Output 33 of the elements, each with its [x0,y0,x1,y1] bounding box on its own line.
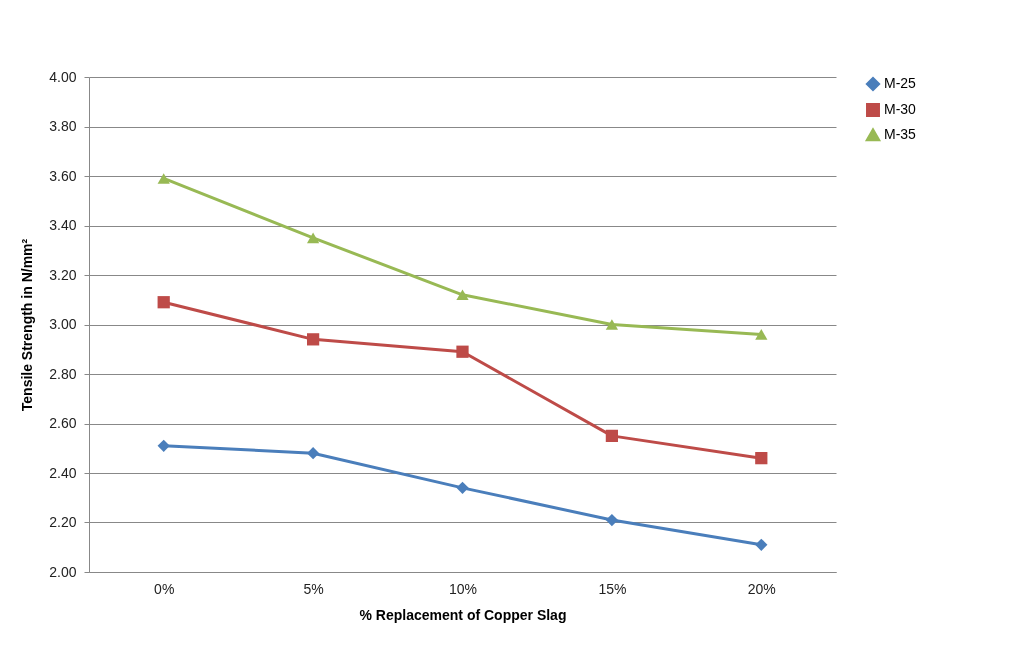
y-axis-title: Tensile Strength in N/mm² [19,238,36,412]
legend-label: M-30 [884,101,917,117]
point [605,513,619,527]
point [306,447,320,460]
point [306,232,320,244]
x-tick-label: 5% [303,580,324,597]
x-tick-label: 0% [154,580,175,597]
y-tick-label: 3.40 [49,217,77,233]
legend-label: M-35 [884,126,917,142]
y-tick-label: 2.40 [49,464,77,481]
y-tick-label: 3.20 [49,266,77,283]
y-tick-label: 2.00 [49,563,77,580]
point [157,439,170,452]
y-tick-label: 2.60 [49,415,77,431]
x-tick-label: 10% [448,580,478,597]
legend-label: M-25 [884,75,917,91]
x-tick-label: 15% [598,580,627,597]
point [605,319,619,330]
point [456,345,469,358]
point [157,296,170,309]
y-tick-label: 3.00 [49,316,77,332]
point [755,538,768,551]
y-tick-label: 4.00 [49,68,77,85]
x-axis-title: % Replacement of Copper Slag [359,606,567,623]
point [605,429,619,442]
point [306,333,320,346]
y-tick-label: 3.80 [49,118,77,134]
point [456,481,469,494]
y-tick-label: 2.20 [49,514,77,530]
x-tick-label: 20% [747,580,776,597]
y-tick-label: 3.60 [49,167,77,184]
point [755,452,768,465]
y-tick-label: 2.80 [49,365,77,382]
